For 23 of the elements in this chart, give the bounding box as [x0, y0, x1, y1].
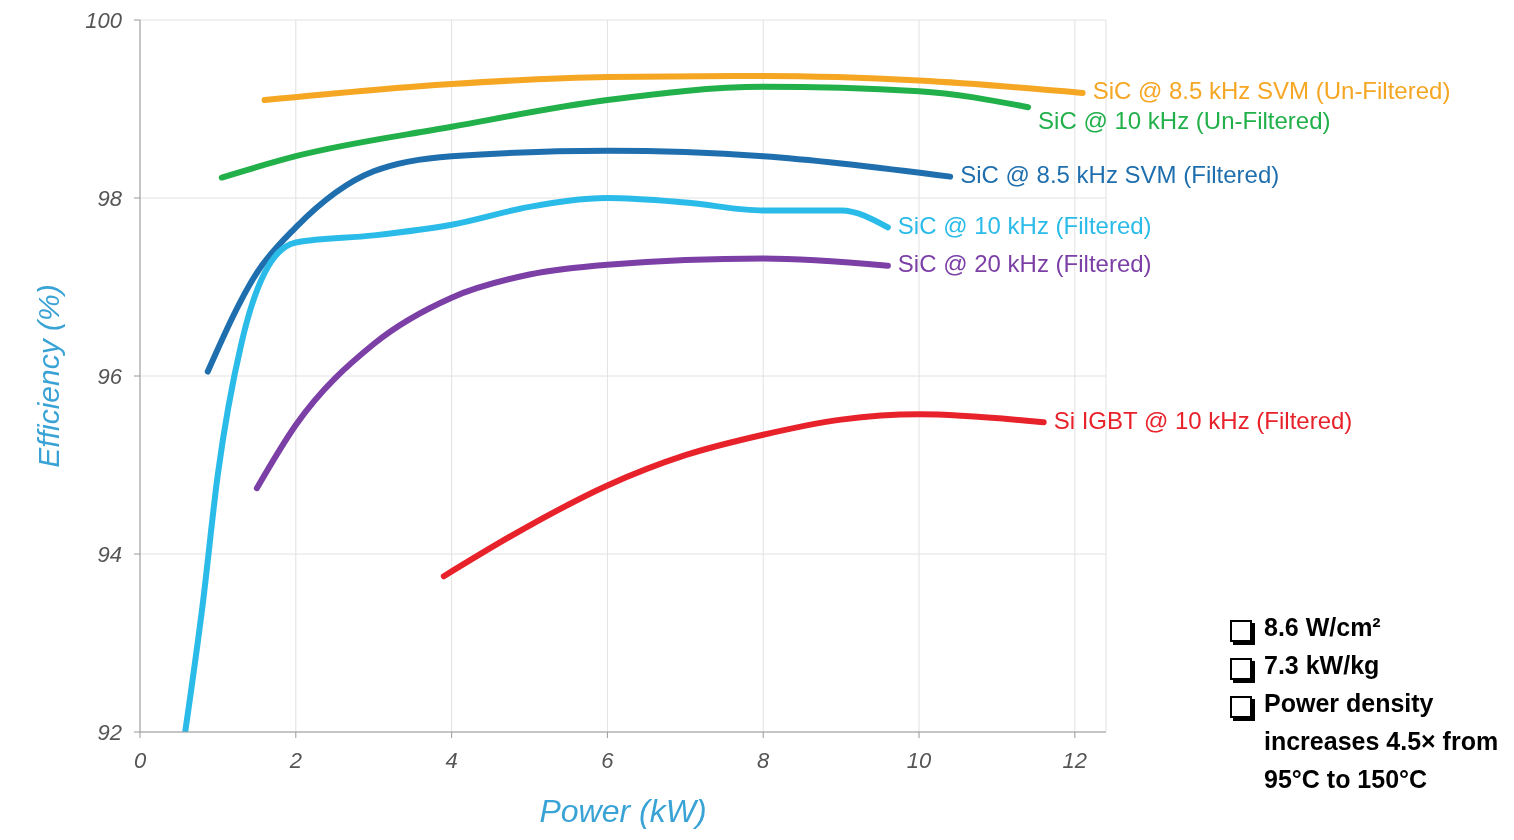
series-label: SiC @ 20 kHz (Filtered) [897, 249, 1152, 277]
text: Power density increases 4.5× from 95°C to 150°C [1264, 688, 1500, 795]
series-label: SiC @ 10 kHz (Un-Filtered) [1038, 107, 1331, 135]
series-label: SiC @ 8.5 kHz SVM (Un-Filtered) [1092, 77, 1451, 105]
x-tick-label: 0 [133, 747, 147, 773]
y-tick-label: 96 [97, 363, 123, 389]
y-tick-label: 92 [97, 719, 122, 745]
y-axis-title: Efficiency (%) [31, 284, 65, 468]
series-label: SiC @ 8.5 kHz SVM (Filtered) [960, 160, 1280, 188]
series-label: Si IGBT @ 10 kHz (Filtered) [1053, 406, 1353, 434]
text: 8.6 W/cm² [1264, 612, 1381, 643]
y-tick-label: 98 [97, 185, 123, 211]
x-tick-label: 4 [445, 747, 458, 773]
x-tick-label: 12 [1062, 747, 1088, 773]
x-axis-title: Power (kW) [539, 793, 707, 829]
text: 7.3 kW/kg [1264, 650, 1380, 681]
x-tick-label: 8 [757, 747, 771, 773]
x-tick-label: 10 [906, 747, 933, 773]
series-label: SiC @ 10 kHz (Filtered) [897, 211, 1152, 239]
x-tick-label: 2 [288, 747, 302, 773]
x-tick-label: 6 [601, 747, 615, 773]
y-tick-label: 100 [85, 7, 123, 33]
y-tick-label: 94 [97, 541, 122, 567]
